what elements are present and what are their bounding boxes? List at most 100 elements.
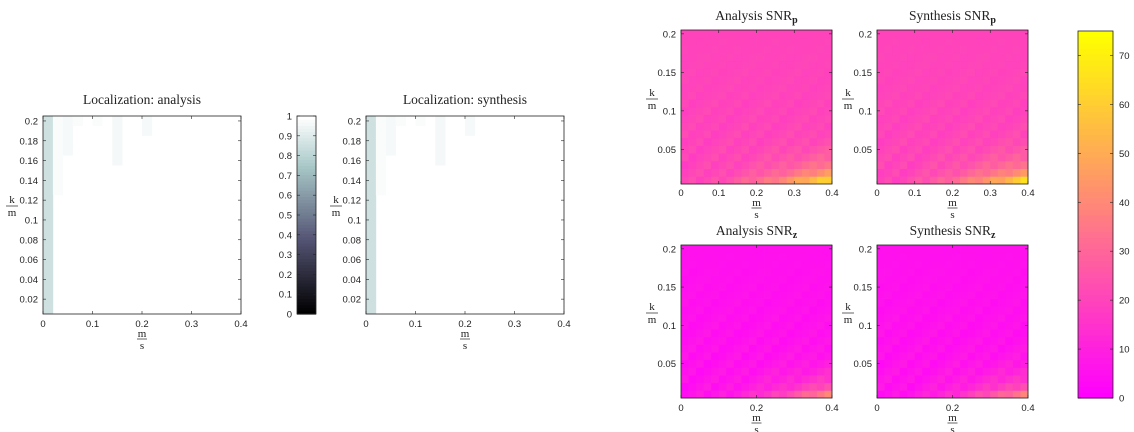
colorbar-swatch xyxy=(297,128,316,133)
heatmap-cell xyxy=(975,245,984,254)
heatmap-cell xyxy=(944,145,953,154)
heatmap-cell xyxy=(733,283,742,292)
heatmap-cell xyxy=(907,145,916,154)
chart-title: Localization: analysis xyxy=(83,92,201,107)
heatmap-cell xyxy=(944,306,953,315)
heatmap-cell xyxy=(1020,267,1029,276)
heatmap-cell xyxy=(892,275,901,284)
heatmap-cell xyxy=(779,352,788,361)
x-label-denominator: s xyxy=(754,424,758,432)
heatmap-cell xyxy=(952,390,961,399)
heatmap-cell xyxy=(937,359,946,368)
heatmap-cell xyxy=(937,76,946,85)
heatmap-cell xyxy=(944,375,953,384)
heatmap-cell xyxy=(975,336,984,345)
heatmap-cell xyxy=(990,83,999,92)
heatmap-cell xyxy=(816,336,825,345)
heatmap-cell xyxy=(809,45,818,54)
heatmap-cell xyxy=(960,168,968,177)
heatmap-cell xyxy=(1012,275,1021,284)
heatmap-cell xyxy=(688,313,697,322)
heatmap-cell xyxy=(801,336,810,345)
heatmap-cell xyxy=(748,313,757,322)
y-label-denominator: m xyxy=(8,207,17,219)
heatmap-cell xyxy=(952,367,961,376)
heatmap-cell xyxy=(816,122,825,131)
heatmap-cell xyxy=(824,76,833,85)
heatmap-cell xyxy=(990,290,999,299)
heatmap-cell xyxy=(779,168,788,177)
heatmap-cell xyxy=(929,390,938,399)
heatmap-cell xyxy=(696,267,705,276)
heatmap-cell xyxy=(937,160,946,169)
heatmap-cell xyxy=(711,245,720,254)
heatmap-cell xyxy=(688,359,697,368)
x-tick-label: 0.3 xyxy=(185,319,198,330)
heatmap-cell xyxy=(922,83,931,92)
heatmap-cell xyxy=(756,99,765,108)
heatmap-cell xyxy=(764,30,772,39)
heatmap-cell xyxy=(907,298,916,307)
heatmap-cell xyxy=(877,114,885,123)
heatmap-cell xyxy=(877,145,885,154)
heatmap-cell xyxy=(1012,107,1021,116)
heatmap-cell xyxy=(914,45,923,54)
heatmap-cell xyxy=(703,290,712,299)
heatmap-cell xyxy=(944,336,953,345)
heatmap-cell xyxy=(1020,30,1029,39)
chart-title-main: Analysis SNR xyxy=(716,223,793,238)
colorbar-swatch xyxy=(1078,311,1113,319)
y-tick-label: 0.05 xyxy=(854,359,873,370)
heatmap-cell xyxy=(922,99,931,108)
heatmap-cell xyxy=(681,114,689,123)
heatmap-cell xyxy=(681,390,689,399)
heatmap-cell xyxy=(741,145,750,154)
heatmap-cell xyxy=(733,137,742,146)
heatmap-cell xyxy=(696,122,705,131)
heatmap-cell xyxy=(733,321,742,330)
heatmap-cell xyxy=(960,130,968,139)
heatmap-cell xyxy=(52,116,64,196)
heatmap-cell xyxy=(824,30,833,39)
chart-title: Analysis SNRz xyxy=(716,223,798,241)
heatmap-cell xyxy=(816,313,825,322)
colorbar-swatch xyxy=(297,236,316,241)
heatmap-cell xyxy=(809,275,818,284)
heatmap-cell xyxy=(997,114,1006,123)
heatmap-cell xyxy=(914,137,923,146)
heatmap-cell xyxy=(884,352,893,361)
heatmap-cell xyxy=(899,53,908,62)
heatmap-cell xyxy=(952,336,961,345)
heatmap-cell xyxy=(944,60,953,69)
heatmap-cell xyxy=(824,168,833,177)
heatmap-cell xyxy=(764,344,772,353)
heatmap-cell xyxy=(681,359,689,368)
heatmap-cell xyxy=(899,260,908,269)
heatmap-cell xyxy=(990,122,999,131)
heatmap-cell xyxy=(899,283,908,292)
heatmap-cell xyxy=(922,359,931,368)
heatmap-cell xyxy=(975,382,984,391)
heatmap-cell xyxy=(922,390,931,399)
heatmap-cell xyxy=(824,153,833,162)
heatmap-cell xyxy=(794,160,803,169)
heatmap-cell xyxy=(771,344,780,353)
x-tick-label: 0 xyxy=(678,188,683,199)
heatmap-cell xyxy=(990,283,999,292)
heatmap-cell xyxy=(1012,30,1021,39)
heatmap-cell xyxy=(937,30,946,39)
heatmap-cell xyxy=(718,60,727,69)
heatmap-cell xyxy=(929,91,938,100)
heatmap-cell xyxy=(688,382,697,391)
heatmap-cell xyxy=(816,252,825,261)
heatmap-cell xyxy=(944,176,953,185)
heatmap-cell xyxy=(944,344,953,353)
heatmap-cell xyxy=(877,83,885,92)
heatmap-cell xyxy=(907,390,916,399)
heatmap-cell xyxy=(907,168,916,177)
y-tick-label: 0.1 xyxy=(663,321,676,332)
heatmap-cell xyxy=(92,116,103,126)
heatmap-cell xyxy=(877,260,885,269)
heatmap-cell xyxy=(997,53,1006,62)
heatmap-cell xyxy=(718,137,727,146)
